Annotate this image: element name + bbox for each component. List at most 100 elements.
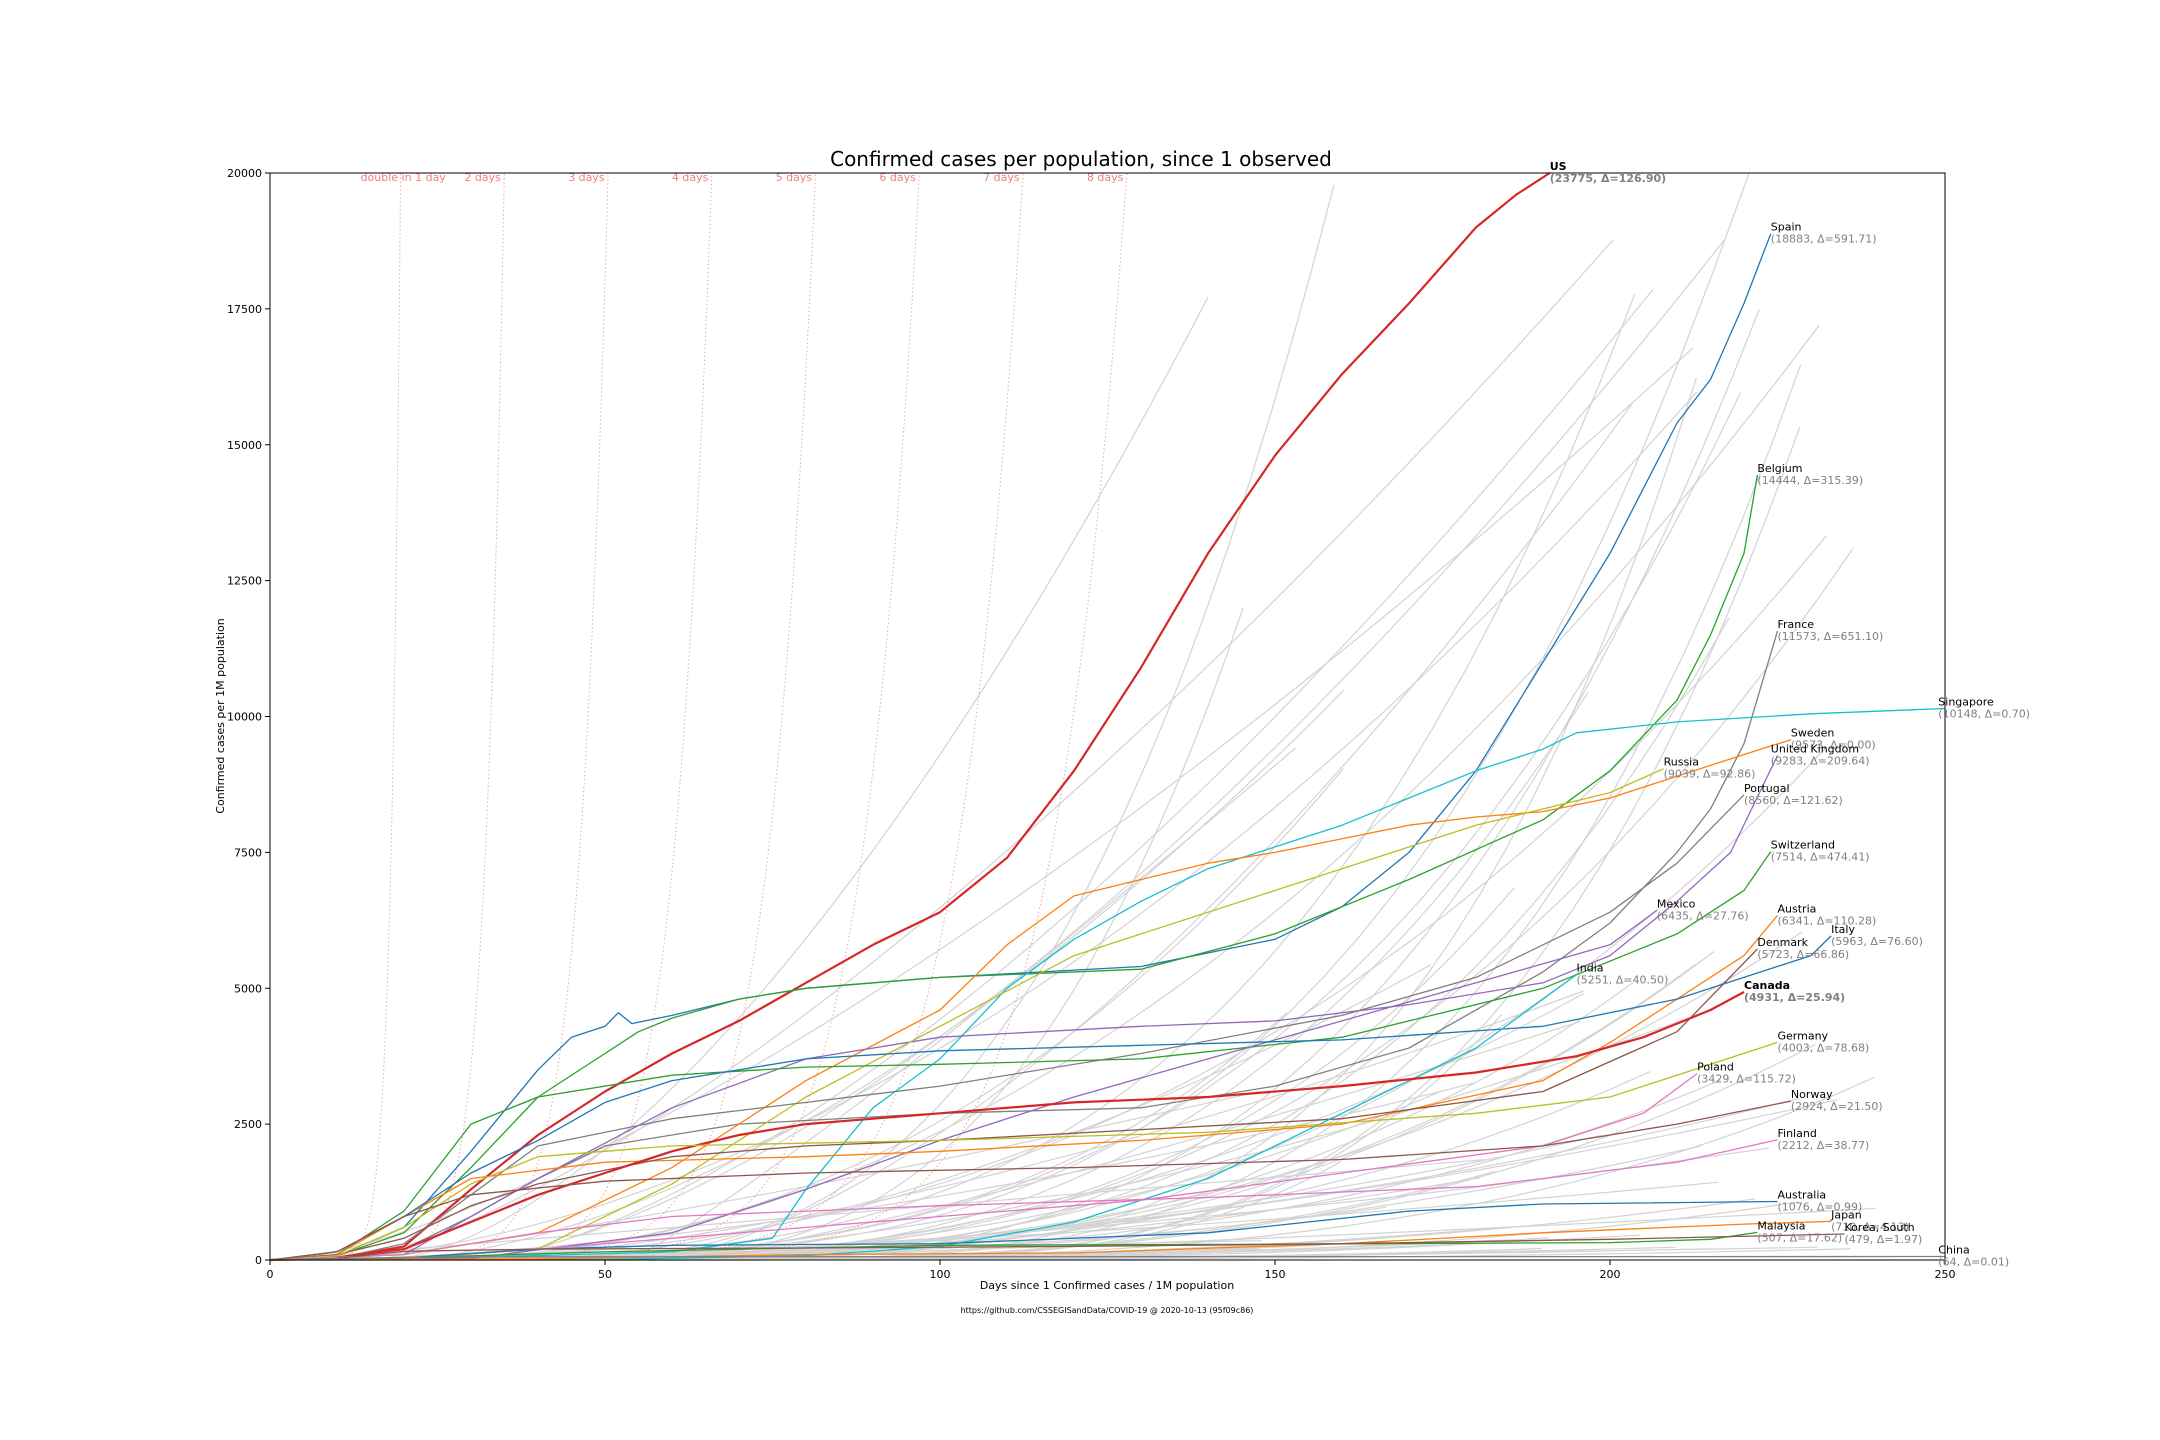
series-line	[269, 755, 1779, 1261]
doubling-line	[320, 172, 609, 1261]
series-label-value: (5963, Δ=76.60)	[1831, 935, 1923, 948]
background-line	[386, 689, 1345, 1261]
doubling-reference-lines: double in 1 day 2 days 3 days 4 days 5 days 6…	[304, 171, 1128, 1261]
y-tick-label: 10000	[227, 711, 262, 724]
series-line	[269, 991, 1745, 1262]
background-line	[609, 377, 1697, 1261]
series-line	[269, 935, 1832, 1261]
series-line	[269, 851, 1772, 1261]
series-label-value: (479, Δ=1.97)	[1845, 1233, 1923, 1246]
y-tick-label: 17500	[227, 303, 262, 316]
background-line	[669, 426, 1801, 1261]
series-line	[269, 914, 1778, 1261]
series-label-value: (9039, Δ=92.86)	[1664, 768, 1756, 781]
series-label-value: (9283, Δ=209.64)	[1771, 754, 1870, 767]
series-label-name: Poland	[1697, 1061, 1734, 1074]
series-label-value: (10148, Δ=0.70)	[1938, 707, 2030, 720]
series-line	[269, 909, 1658, 1261]
series-line	[269, 172, 1551, 1262]
series-line	[269, 739, 1792, 1261]
series-label-value: (23775, Δ=126.90)	[1550, 172, 1667, 185]
x-tick-label: 150	[1265, 1268, 1286, 1281]
series-line	[269, 630, 1779, 1261]
doubling-label: 4 days	[672, 171, 709, 184]
y-axis-label: Confirmed cases per 1M population	[214, 618, 227, 813]
series-label-value: (7514, Δ=474.41)	[1771, 851, 1870, 864]
y-tick-label: 0	[255, 1254, 262, 1267]
series-label-name: Malaysia	[1757, 1219, 1805, 1232]
x-tick-label: 250	[1935, 1268, 1956, 1281]
background-line	[293, 391, 1698, 1261]
source-footer: https://github.com/CSSEGISandData/COVID-…	[961, 1306, 1254, 1315]
series-label-name: Canada	[1744, 979, 1790, 992]
background-line	[669, 1020, 1581, 1261]
series-label-name: Russia	[1664, 756, 1699, 769]
x-tick-label: 50	[598, 1268, 612, 1281]
plot-frame	[269, 172, 1946, 1261]
series-label-value: (6341, Δ=110.28)	[1778, 914, 1877, 927]
background-line	[331, 172, 1750, 1261]
series-lines	[269, 172, 1946, 1262]
series-label-value: (8560, Δ=121.62)	[1744, 794, 1843, 807]
doubling-line	[337, 172, 817, 1261]
x-axis: 0 50 100 150 200 250	[267, 1260, 1956, 1281]
background-line	[536, 548, 1854, 1261]
series-label-name: Spain	[1771, 221, 1802, 234]
y-tick-label: 5000	[234, 982, 262, 995]
y-tick-label: 12500	[227, 575, 262, 588]
series-label-name: Portugal	[1744, 782, 1790, 795]
series-line	[269, 768, 1664, 1261]
x-tick-label: 100	[930, 1268, 951, 1281]
doubling-label: 8 days	[1087, 171, 1124, 184]
background-line	[463, 239, 1726, 1261]
chart-title: Confirmed cases per population, since 1 …	[830, 147, 1332, 171]
series-label-value: (64, Δ=0.01)	[1938, 1256, 2009, 1269]
series-label-value: (507, Δ=17.62)	[1757, 1231, 1842, 1244]
series-label-name: Mexico	[1657, 897, 1696, 910]
series-label-name: France	[1778, 618, 1815, 631]
series-label-value: (14444, Δ=315.39)	[1757, 474, 1863, 487]
doubling-line	[304, 172, 402, 1261]
series-label-name: Switzerland	[1771, 839, 1835, 852]
y-tick-label: 15000	[227, 439, 262, 452]
doubling-label: 5 days	[776, 171, 813, 184]
series-label-name: United Kingdom	[1771, 742, 1859, 755]
series-labels: US(23775, Δ=126.90) Spain(18883, Δ=591.71…	[1550, 160, 2030, 1269]
series-label-name: Germany	[1778, 1029, 1829, 1042]
background-line	[347, 239, 1614, 1261]
y-tick-label: 20000	[227, 167, 262, 180]
doubling-line	[312, 172, 505, 1261]
series-line	[269, 974, 1577, 1261]
series-line	[269, 948, 1758, 1261]
series-label-value: (5251, Δ=40.50)	[1577, 974, 1669, 987]
series-label-name: Belgium	[1757, 462, 1802, 475]
series-line	[269, 794, 1745, 1261]
series-label-value: (3429, Δ=115.72)	[1697, 1073, 1796, 1086]
series-line	[269, 1200, 1778, 1261]
doubling-label: double in 1 day	[361, 171, 447, 184]
x-axis-label: Days since 1 Confirmed cases / 1M popula…	[980, 1279, 1234, 1292]
series-line	[269, 1220, 1832, 1261]
series-label-value: (4003, Δ=78.68)	[1778, 1041, 1870, 1054]
series-line	[269, 707, 1946, 1261]
background-line	[386, 297, 1209, 1261]
doubling-label: 7 days	[983, 171, 1020, 184]
series-label-value: (4931, Δ=25.94)	[1744, 991, 1845, 1004]
series-line	[269, 1100, 1792, 1261]
background-line	[497, 184, 1335, 1261]
background-line	[367, 768, 1344, 1261]
background-line	[319, 535, 1827, 1261]
series-label-value: (5723, Δ=66.86)	[1757, 948, 1849, 961]
doubling-line	[361, 172, 1128, 1261]
series-line	[269, 1139, 1778, 1261]
series-label-name: India	[1577, 962, 1604, 975]
background-line	[284, 347, 1694, 1261]
doubling-line	[329, 172, 713, 1261]
y-tick-label: 7500	[234, 846, 262, 859]
series-label-name: Austria	[1778, 902, 1817, 915]
series-line	[269, 1233, 1845, 1261]
series-label-name: Italy	[1831, 923, 1855, 936]
series-label-name: Denmark	[1757, 936, 1808, 949]
x-tick-label: 200	[1600, 1268, 1621, 1281]
